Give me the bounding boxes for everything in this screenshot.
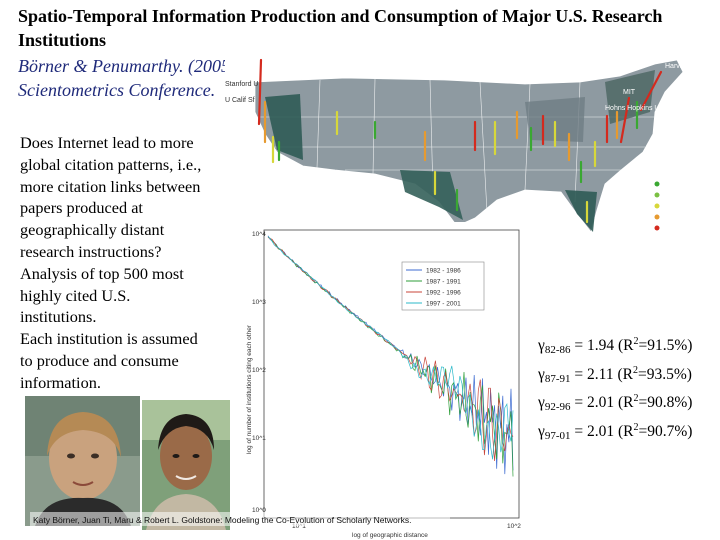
gamma-symbol: γ	[538, 422, 545, 440]
image-credit: Katy Börner, Juan Ti, Maru & Robert L. G…	[33, 515, 412, 525]
y-tick-label: 10^1	[252, 435, 266, 442]
gamma-period: 87-91	[544, 372, 571, 385]
gamma-symbol: γ	[538, 365, 545, 383]
gamma-line: γ82-86 = 1.94 (R2=91.5%)	[538, 332, 692, 361]
legend-label: 1987 - 1991	[426, 279, 461, 286]
map-legend-label: 2,530 - 3,039	[663, 215, 702, 222]
map-legend-item: 1,503 - 1,771	[654, 181, 702, 189]
gamma-value: = 2.01 (R	[574, 394, 634, 411]
x-axis-label: log of geographic distance	[352, 532, 428, 539]
y-axis-label: log of number of institutions citing eac…	[246, 324, 253, 454]
map-label-harvard: Harvard U	[665, 63, 697, 70]
gamma-value: = 1.94 (R	[574, 337, 634, 354]
portrait-photo-left	[25, 396, 140, 526]
body-paragraph-analysis: Analysis of top 500 most highly cited U.…	[20, 263, 184, 327]
gamma-period: 97-01	[544, 429, 571, 442]
gamma-line: γ97-01 = 2.01 (R2=90.7%)	[538, 418, 692, 447]
chart-series-group	[267, 235, 514, 477]
y-tick-label: 10^2	[252, 367, 266, 374]
citation-subtitle: Börner & Penumarthy. (2005) Scientometri…	[18, 56, 236, 100]
y-tick-label: 10^4	[252, 231, 266, 238]
credit-backdrop	[30, 512, 450, 526]
map-label-mit: MIT	[623, 89, 636, 96]
x-tick-label: 10^1	[292, 523, 306, 530]
map-legend-item: 2,530 - 3,039	[654, 214, 702, 222]
map-legend-label: 1,772 - 2,057	[663, 193, 702, 200]
map-legend-label: 2,096 - 2,529	[663, 204, 702, 211]
map-label-ucsf: U Calif Sf	[225, 97, 255, 104]
us-institutions-map: Harvard U MIT Hohns Hopkins U Stanford U…	[225, 42, 720, 238]
gamma-symbol: γ	[538, 337, 545, 354]
gamma-value: = 2.11 (R	[574, 365, 633, 383]
y-tick-label: 10^0	[252, 507, 266, 514]
map-legend: 1,503 - 1,771 1,772 - 2,057 2,096 - 2,52…	[654, 181, 702, 233]
distance-citation-chart: 10^4 10^3 10^2 10^1 10^0 10^1 10^2 log o…	[242, 222, 527, 540]
gamma-line: γ92-96 = 2.01 (R2=90.8%)	[538, 389, 692, 418]
gamma-r-exponent: 2	[632, 364, 638, 376]
x-tick-label: 10^2	[507, 523, 521, 530]
gamma-r2: =91.5%)	[638, 337, 693, 354]
gamma-r2: =90.7%)	[638, 422, 693, 440]
gamma-symbol: γ	[538, 394, 545, 411]
body-paragraph-assumption: Each institution is assumed to produce a…	[20, 329, 198, 392]
map-label-stanford: Stanford U	[225, 81, 258, 88]
map-legend-label: 1,503 - 1,771	[663, 182, 702, 189]
gamma-r-exponent: 2	[633, 393, 639, 404]
body-paragraph-question: Does Internet lead to more global citati…	[20, 133, 202, 261]
legend-label: 1992 - 1996	[426, 290, 461, 297]
map-legend-label: 3,040 - 4,172	[663, 226, 702, 233]
legend-label: 1997 - 2001	[426, 301, 461, 308]
citation-spikes	[257, 58, 663, 224]
portrait-photo-right	[142, 400, 230, 530]
gamma-r-exponent: 2	[633, 421, 639, 433]
gamma-period: 92-96	[544, 401, 571, 413]
map-legend-item: 1,772 - 2,057	[654, 192, 702, 200]
map-legend-item: 2,096 - 2,529	[654, 203, 702, 211]
gamma-exponents: γ82-86 = 1.94 (R2=91.5%) γ87-91 = 2.11 (…	[538, 332, 692, 446]
gamma-period: 82-86	[544, 344, 571, 356]
map-legend-item: 3,040 - 4,172	[654, 225, 702, 233]
gamma-value: = 2.01 (R	[574, 422, 634, 440]
gamma-r2: =93.5%)	[637, 365, 692, 383]
body-text: Does Internet lead to more global citati…	[20, 132, 210, 394]
chart-legend: 1982 - 1986 1987 - 1991 1992 - 1996 1997…	[401, 261, 485, 311]
legend-label: 1982 - 1986	[426, 268, 461, 275]
map-label-hopkins: Hohns Hopkins U	[605, 105, 659, 112]
y-tick-label: 10^3	[252, 299, 266, 306]
chart-series-line	[267, 236, 514, 460]
slide-title: Spatio-Temporal Information Production a…	[18, 6, 663, 50]
gamma-r2: =90.8%)	[638, 394, 693, 411]
gamma-line: γ87-91 = 2.11 (R2=93.5%)	[538, 361, 692, 390]
gamma-r-exponent: 2	[633, 336, 639, 347]
